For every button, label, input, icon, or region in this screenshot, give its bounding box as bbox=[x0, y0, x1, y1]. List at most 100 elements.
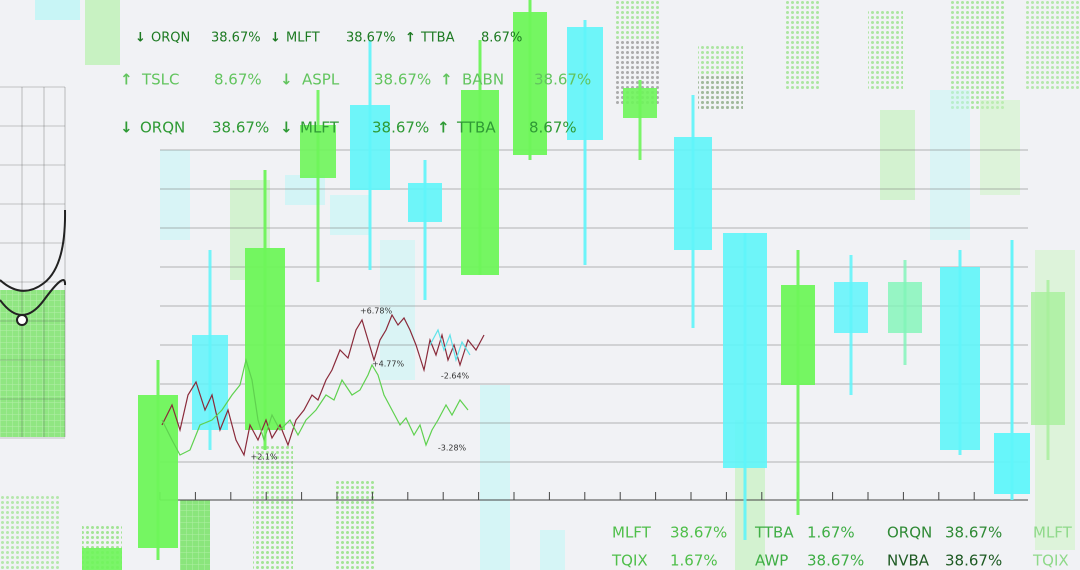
ticker-change: 8.67% bbox=[209, 0, 250, 4]
ticker-change: 38.67% bbox=[479, 0, 529, 4]
bg-block bbox=[868, 10, 903, 90]
ticker-arrow: ↓ bbox=[280, 71, 293, 89]
bottom-change: 38.67% bbox=[807, 552, 864, 570]
candle-body bbox=[461, 90, 499, 275]
green-line bbox=[161, 357, 469, 456]
bg-block bbox=[540, 530, 565, 570]
line-chart-layer bbox=[161, 313, 485, 457]
dark-line bbox=[161, 313, 485, 457]
ticker-arrow: ↑ bbox=[437, 119, 450, 137]
ticker-change: 8.67% bbox=[214, 71, 262, 89]
bg-block bbox=[82, 548, 122, 570]
bg-block bbox=[85, 0, 120, 65]
candle-body bbox=[300, 125, 336, 178]
candle-body bbox=[245, 248, 285, 430]
bg-block bbox=[330, 195, 370, 235]
candle-body bbox=[1031, 292, 1065, 425]
line-annotation: -3.28% bbox=[438, 444, 467, 453]
ticker-symbol: TTBA bbox=[456, 119, 496, 137]
ticker-symbol: MLFT bbox=[300, 119, 340, 137]
ticker-change: 8.67% bbox=[481, 31, 522, 46]
bottom-symbol: AWP bbox=[755, 552, 788, 570]
bg-block bbox=[253, 445, 293, 570]
bottom-symbol: TQIX bbox=[1032, 552, 1069, 570]
ticker-symbol: BABN bbox=[421, 0, 457, 4]
candle-body bbox=[567, 27, 603, 140]
bg-block bbox=[880, 110, 915, 200]
ticker-symbol: ORQN bbox=[140, 119, 185, 137]
ticker-symbol: TTBA bbox=[420, 31, 455, 46]
bg-block bbox=[0, 495, 60, 570]
bottom-change: 1.67% bbox=[670, 552, 718, 570]
ticker-arrow: ↑ bbox=[405, 31, 416, 46]
bottom-change: 38.67% bbox=[670, 524, 727, 542]
ticker-arrow: ↑ bbox=[440, 71, 453, 89]
mini-curve bbox=[0, 279, 67, 316]
candle-body bbox=[350, 105, 390, 190]
candle-body bbox=[674, 137, 712, 250]
candle-body bbox=[408, 183, 442, 222]
bg-block bbox=[980, 100, 1020, 195]
text-layer: +6.78% +4.77% -2.64% -3.28% +2.1% ↑ TSLC 8.67% ↓… bbox=[120, 0, 1073, 570]
ticker-symbol: TSLC bbox=[150, 0, 184, 4]
bg-block bbox=[160, 150, 190, 240]
ticker-change: 8.67% bbox=[529, 119, 577, 137]
bg-block bbox=[480, 385, 510, 570]
candle-body bbox=[623, 88, 657, 118]
candle-body bbox=[994, 433, 1030, 494]
line-annotation: +6.78% bbox=[360, 307, 393, 316]
ticker-change: 38.67% bbox=[344, 0, 394, 4]
candle-body bbox=[723, 233, 767, 468]
bg-block bbox=[930, 90, 970, 240]
candle-body bbox=[940, 267, 980, 450]
ticker-change: 38.67% bbox=[212, 119, 269, 137]
bottom-change: 38.67% bbox=[945, 524, 1002, 542]
line-annotation: -2.64% bbox=[441, 372, 470, 381]
ticker-symbol: ASPL bbox=[302, 71, 340, 89]
ticker-arrow: ↑ bbox=[120, 71, 133, 89]
bottom-symbol: MLFT bbox=[1033, 524, 1073, 542]
bg-block bbox=[180, 500, 210, 570]
ticker-arrow: ↓ bbox=[270, 31, 281, 46]
ticker-change: 38.67% bbox=[374, 71, 431, 89]
cyan-line bbox=[429, 328, 471, 363]
ticker-arrow: ↑ bbox=[405, 0, 416, 4]
ticker-arrow: ↓ bbox=[135, 31, 146, 46]
bg-block bbox=[380, 240, 415, 380]
bottom-change: 38.67% bbox=[945, 552, 1002, 570]
bg-block bbox=[1025, 0, 1080, 90]
ticker-arrow: ↓ bbox=[280, 119, 293, 137]
mini-point bbox=[16, 314, 28, 326]
ticker-arrow: ↓ bbox=[270, 0, 281, 4]
bottom-symbol: TTBA bbox=[754, 524, 794, 542]
bg-block bbox=[35, 0, 80, 20]
candle-body bbox=[781, 285, 815, 385]
ticker-symbol: ASPL bbox=[286, 0, 319, 4]
ticker-arrow: ↓ bbox=[120, 119, 133, 137]
ticker-change: 38.67% bbox=[211, 31, 261, 46]
candle-body bbox=[513, 12, 547, 155]
ticker-change: 38.67% bbox=[534, 71, 591, 89]
ticker-arrow: ↑ bbox=[135, 0, 146, 4]
ticker-symbol: TSLC bbox=[141, 71, 180, 89]
ticker-symbol: MLFT bbox=[286, 31, 320, 46]
bg-block bbox=[785, 0, 820, 90]
ticker-symbol: BABN bbox=[462, 71, 504, 89]
mini-fill bbox=[0, 290, 65, 437]
candle-body bbox=[834, 282, 868, 333]
bottom-symbol: ORQN bbox=[887, 524, 932, 542]
candles-layer bbox=[138, 0, 1065, 560]
candle-body bbox=[138, 395, 178, 548]
bg-block bbox=[698, 75, 743, 110]
ticker-symbol: ORQN bbox=[151, 31, 190, 46]
candle-body bbox=[888, 282, 922, 333]
bottom-symbol: MLFT bbox=[612, 524, 652, 542]
bg-block bbox=[615, 0, 660, 40]
bottom-change: 1.67% bbox=[807, 524, 855, 542]
bottom-symbol: NVBA bbox=[887, 552, 930, 570]
line-annotation: +2.1% bbox=[250, 453, 277, 462]
ticker-change: 38.67% bbox=[346, 31, 396, 46]
